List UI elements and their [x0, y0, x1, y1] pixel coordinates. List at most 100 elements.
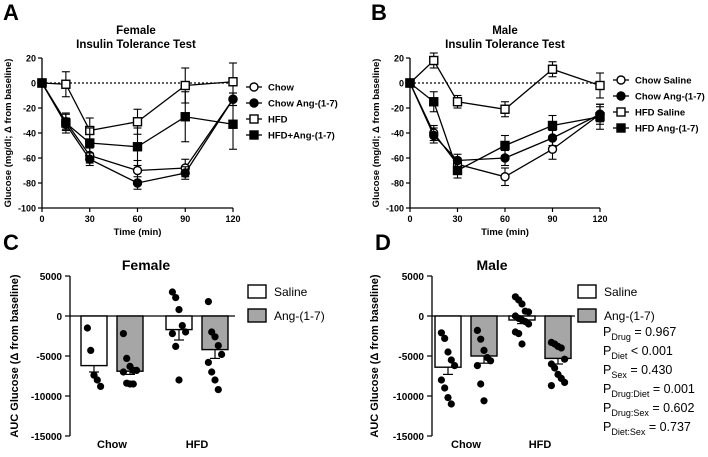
- data-point: [132, 117, 143, 127]
- chart-title: Female: [116, 25, 156, 37]
- chart-title: Female: [122, 257, 170, 273]
- stat-value: = 0.001: [649, 382, 695, 396]
- stat-p-value: PDrug:Diet = 0.001: [603, 382, 695, 399]
- scatter-point: [557, 344, 565, 352]
- legend-marker: [616, 91, 626, 101]
- scatter-point: [473, 326, 481, 334]
- data-point: [61, 118, 71, 128]
- legend-marker: [249, 98, 259, 108]
- scatter-point: [204, 358, 212, 366]
- x-tick-label: 90: [180, 214, 190, 224]
- stat-subscript: Drug:Sex: [611, 408, 649, 418]
- scatter-point: [133, 366, 141, 374]
- panel-letter: C: [3, 230, 19, 255]
- legend-label: Saline: [274, 285, 308, 299]
- scatter-point: [208, 368, 216, 376]
- y-tick-label: -5000: [36, 352, 62, 363]
- data-point: [228, 77, 238, 87]
- stat-subscript: Sex: [611, 370, 627, 380]
- panel-letter: A: [3, 0, 19, 25]
- x-axis-label: Time (min): [481, 227, 529, 238]
- data-point: [37, 78, 47, 88]
- legend-marker: [249, 114, 259, 124]
- stat-subscript: Diet: [611, 351, 628, 361]
- data-point: [547, 120, 558, 131]
- x-tick-label: 30: [452, 214, 462, 224]
- stat-p-symbol: P: [603, 401, 611, 415]
- scatter-point: [477, 380, 485, 388]
- scatter-point: [551, 364, 559, 372]
- legend-marker: [249, 82, 259, 92]
- scatter-point: [525, 308, 533, 316]
- data-point: [595, 80, 605, 91]
- scatter-point: [447, 400, 455, 408]
- bar: [116, 315, 144, 372]
- panel-letter: D: [375, 230, 391, 255]
- data-point: [500, 104, 510, 114]
- scatter-point: [441, 334, 449, 342]
- scatter-point: [561, 378, 569, 386]
- y-tick-label: 20: [26, 54, 36, 64]
- bar: [80, 315, 108, 367]
- stat-p-symbol: P: [603, 325, 611, 339]
- scatter-point: [119, 368, 127, 376]
- legend-swatch: [247, 284, 267, 299]
- stat-p-symbol: P: [603, 344, 611, 358]
- y-tick-label: 0: [31, 79, 36, 89]
- y-tick-label: -40: [23, 129, 36, 139]
- stat-subscript: Diet:Sex: [611, 427, 646, 437]
- data-point: [452, 165, 463, 176]
- scatter-point: [175, 376, 183, 384]
- stat-value: = 0.430: [627, 363, 673, 377]
- scatter-point: [182, 328, 190, 336]
- legend-label: Ang-(1-7): [274, 309, 325, 323]
- scatter-point: [97, 382, 105, 390]
- stat-p-value: PSex = 0.430: [603, 363, 672, 380]
- y-axis-label: AUC Glucose (Δ from baseline): [369, 274, 381, 437]
- scatter-point: [515, 330, 523, 338]
- scatter-point: [547, 382, 556, 390]
- y-tick-label: -5000: [398, 352, 424, 363]
- x-tick-label: 0: [39, 214, 44, 224]
- data-point: [180, 112, 190, 122]
- y-tick-label: -60: [391, 154, 404, 164]
- data-point: [429, 130, 439, 141]
- stat-value: = 0.737: [645, 420, 691, 434]
- chart-subtitle: Insulin Tolerance Test: [445, 39, 565, 51]
- y-axis-label: AUC Glucose (Δ from baseline): [9, 274, 21, 437]
- y-tick-label: -15000: [393, 432, 425, 443]
- data-point: [547, 64, 558, 74]
- y-tick-label: -10000: [393, 392, 425, 403]
- scatter-point: [129, 380, 137, 388]
- y-tick-label: -40: [391, 129, 404, 139]
- legend-marker: [249, 130, 259, 140]
- legend-label: Chow: [268, 83, 294, 94]
- chart-title: Male: [476, 257, 507, 273]
- y-tick-label: -80: [391, 179, 404, 189]
- x-tick-label: 120: [225, 214, 240, 224]
- scatter-point: [214, 342, 222, 350]
- data-point: [500, 172, 510, 182]
- data-point: [452, 97, 463, 107]
- scatter-point: [480, 346, 488, 354]
- stat-value: = 0.967: [631, 325, 677, 339]
- x-tick-label: 60: [132, 214, 142, 224]
- y-tick-label: -100: [386, 204, 404, 214]
- legend-label: HFD: [268, 115, 288, 126]
- stat-subscript: Drug:Diet: [611, 389, 650, 399]
- scatter-point: [211, 376, 219, 384]
- data-point: [595, 112, 605, 122]
- stat-p-value: PDiet < 0.001: [603, 344, 673, 361]
- y-tick-label: 0: [418, 312, 424, 323]
- stat-value: < 0.001: [627, 344, 673, 358]
- scatter-point: [451, 362, 459, 370]
- scatter-point: [441, 384, 449, 392]
- y-axis-label: Glucose (mg/dl; Δ from baseline): [371, 59, 382, 208]
- scatter-point: [518, 340, 526, 348]
- y-tick-label: -60: [23, 154, 36, 164]
- y-tick-label: -10000: [31, 392, 63, 403]
- scatter-point: [211, 333, 219, 341]
- chart-subtitle: Insulin Tolerance Test: [76, 39, 196, 51]
- scatter-point: [437, 376, 445, 384]
